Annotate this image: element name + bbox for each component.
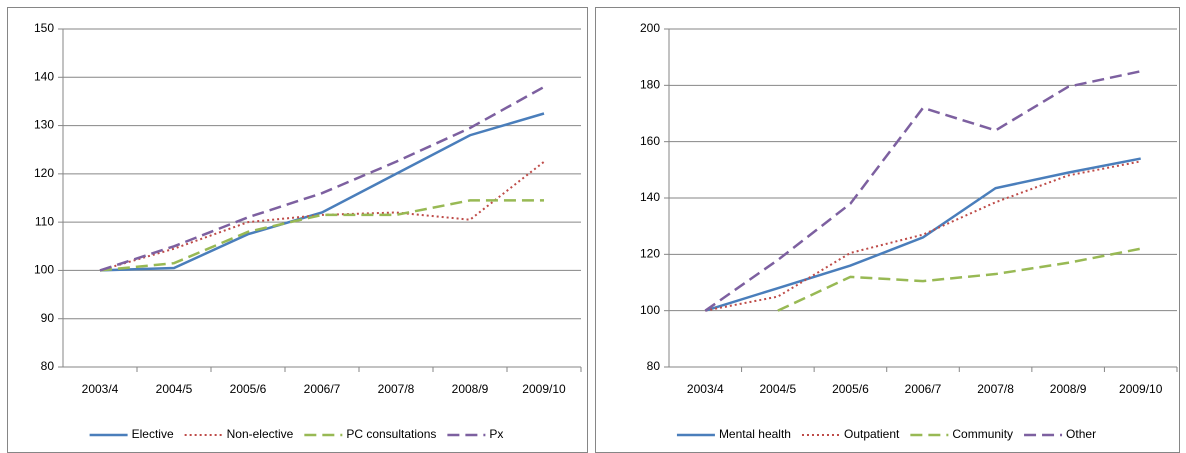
y-tick-label: 150 bbox=[34, 21, 54, 35]
series-line bbox=[704, 157, 1141, 312]
y-tick-label: 130 bbox=[34, 118, 54, 132]
x-tick-label: 2008/9 bbox=[1050, 382, 1087, 396]
series-line bbox=[99, 112, 545, 272]
y-tick-label: 140 bbox=[34, 69, 54, 83]
series-line bbox=[704, 70, 1141, 312]
series-line bbox=[99, 85, 545, 272]
y-tick-label: 120 bbox=[34, 166, 54, 180]
legend-label: Other bbox=[1066, 427, 1096, 441]
x-tick-label: 2005/6 bbox=[230, 382, 267, 396]
x-tick-label: 2004/5 bbox=[760, 382, 797, 396]
y-tick-label: 160 bbox=[640, 134, 660, 148]
x-tick-label: 2004/5 bbox=[156, 382, 193, 396]
x-tick-label: 2005/6 bbox=[832, 382, 869, 396]
legend-label: Px bbox=[489, 427, 503, 441]
y-tick-label: 110 bbox=[35, 214, 54, 228]
series-line bbox=[705, 160, 1141, 312]
legend-label: Community bbox=[952, 427, 1013, 441]
y-tick-label: 180 bbox=[640, 78, 660, 92]
legend-label: Elective bbox=[132, 427, 174, 441]
legend-label: Outpatient bbox=[844, 427, 900, 441]
legend-label: Non-elective bbox=[227, 427, 294, 441]
chart-frame bbox=[7, 7, 588, 453]
y-tick-label: 120 bbox=[640, 247, 660, 261]
series-line bbox=[99, 160, 545, 272]
y-tick-label: 90 bbox=[41, 311, 55, 325]
x-tick-label: 2006/7 bbox=[905, 382, 942, 396]
y-tick-label: 100 bbox=[640, 303, 660, 317]
series-line bbox=[777, 247, 1141, 312]
x-tick-label: 2008/9 bbox=[452, 382, 489, 396]
x-tick-label: 2006/7 bbox=[304, 382, 341, 396]
x-tick-label: 2007/8 bbox=[378, 382, 415, 396]
series-line bbox=[99, 199, 544, 272]
y-tick-label: 80 bbox=[647, 359, 661, 373]
x-tick-label: 2003/4 bbox=[687, 382, 724, 396]
y-tick-label: 100 bbox=[34, 263, 54, 277]
y-tick-label: 80 bbox=[41, 359, 55, 373]
x-tick-label: 2009/10 bbox=[522, 382, 566, 396]
y-tick-label: 200 bbox=[640, 21, 660, 35]
x-tick-label: 2003/4 bbox=[82, 382, 119, 396]
y-tick-label: 140 bbox=[640, 190, 660, 204]
x-tick-label: 2007/8 bbox=[977, 382, 1014, 396]
legend-label: Mental health bbox=[719, 427, 791, 441]
x-tick-label: 2009/10 bbox=[1119, 382, 1163, 396]
chart-frame bbox=[595, 7, 1180, 453]
legend-label: PC consultations bbox=[346, 427, 436, 441]
